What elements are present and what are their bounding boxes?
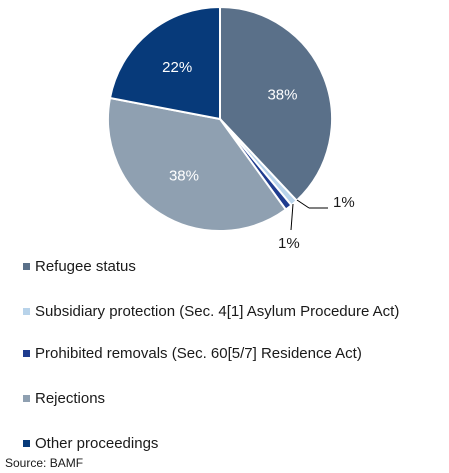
legend-swatch xyxy=(23,395,30,402)
legend-item-rejections: Rejections xyxy=(22,390,447,408)
data-label-prohibited: 1% xyxy=(278,235,300,250)
source-note: Source: BAMF xyxy=(5,456,84,470)
legend-item-prohibited-removals: Prohibited removals (Sec. 60[5/7] Reside… xyxy=(22,345,447,363)
legend-swatch xyxy=(23,440,30,447)
legend-label: Rejections xyxy=(35,390,106,407)
legend-swatch xyxy=(23,308,30,315)
legend-item-subsidiary-protection: Subsidiary protection (Sec. 4[1] Asylum … xyxy=(22,303,447,321)
callout-line-subsidiary xyxy=(296,199,310,209)
data-label-other-proceedings: 22% xyxy=(162,59,192,76)
pie-slices xyxy=(107,5,333,232)
legend-label: Subsidiary protection (Sec. 4[1] Asylum … xyxy=(35,303,400,320)
legend-item-other-proceedings: Other proceedings xyxy=(22,435,447,453)
pie-labels: 38% 38% 22% xyxy=(162,59,297,185)
data-label-rejections: 38% xyxy=(169,168,199,185)
callout-line-prohibited xyxy=(290,203,294,231)
data-label-refugee-status: 38% xyxy=(267,86,297,103)
pie-chart: 38% 38% 22% 1% 1% xyxy=(107,5,355,250)
legend-swatch xyxy=(23,263,30,270)
pie-slice-rejections xyxy=(107,96,288,232)
data-label-subsidiary: 1% xyxy=(333,194,355,211)
legend-label: Refugee status xyxy=(35,258,136,275)
pie-slice-other-proceedings xyxy=(108,5,221,121)
legend-swatch xyxy=(23,350,30,357)
pie-slice-refugee-status xyxy=(219,5,333,203)
legend-item-refugee-status: Refugee status xyxy=(22,258,447,276)
legend-label: Other proceedings xyxy=(35,435,159,452)
legend-label: Prohibited removals (Sec. 60[5/7] Reside… xyxy=(35,345,362,362)
